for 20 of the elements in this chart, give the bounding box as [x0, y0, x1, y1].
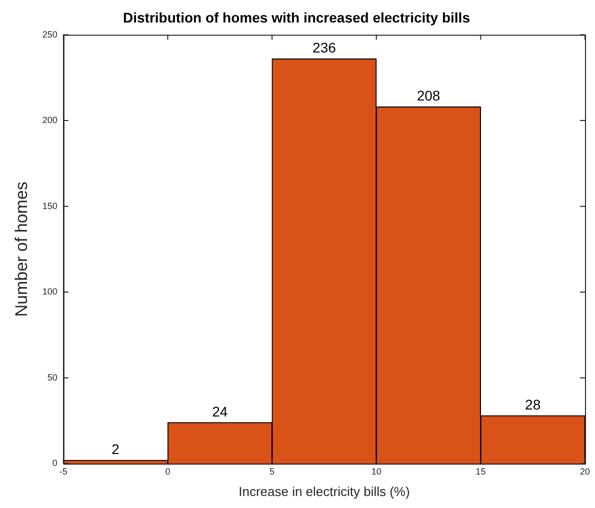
- x-tick-label: -5: [59, 466, 68, 476]
- x-tick-label: 20: [580, 466, 590, 476]
- y-tick-label: 250: [42, 29, 58, 40]
- data-label: 24: [212, 403, 228, 420]
- data-label: 28: [525, 396, 541, 412]
- x-tick-label: 10: [371, 466, 382, 476]
- data-label: 2: [112, 441, 120, 458]
- x-tick-label: 15: [476, 466, 486, 476]
- chart-title: Distribution of homes with increased electricity bills: [123, 9, 470, 26]
- y-axis-title: Number of homes: [12, 182, 31, 317]
- data-label: 236: [312, 40, 336, 56]
- y-tick-label: 150: [42, 200, 58, 211]
- y-tick-label: 0: [52, 458, 58, 468]
- y-tick-label: 50: [47, 372, 58, 382]
- x-tick-label: 0: [165, 466, 170, 476]
- y-tick-label: 200: [42, 115, 58, 126]
- y-tick-label: 100: [42, 286, 58, 297]
- x-tick-label: 5: [270, 466, 275, 476]
- data-label: 208: [416, 88, 440, 104]
- x-axis-title: Increase in electricity bills (%): [238, 484, 410, 499]
